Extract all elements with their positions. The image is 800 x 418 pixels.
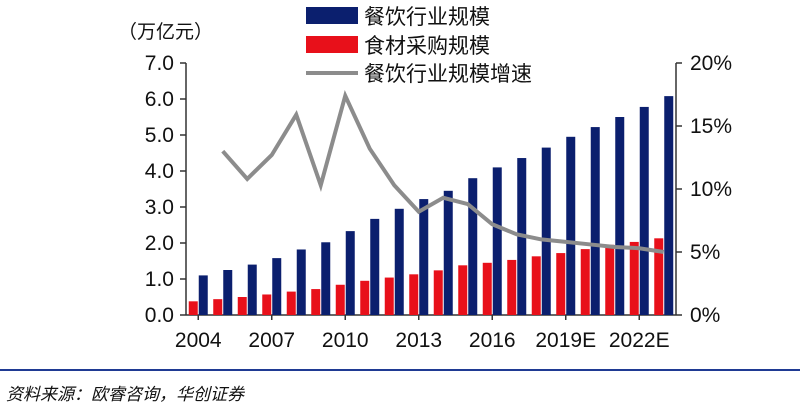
bar-ingredient-purchase [409, 274, 419, 315]
left-tick-label: 0.0 [145, 304, 174, 327]
x-tick-label: 2022E [609, 329, 670, 352]
bar-ingredient-purchase [654, 238, 664, 315]
bar-industry-scale [419, 199, 429, 315]
right-tick-label: 5% [690, 241, 720, 264]
bar-industry-scale [590, 127, 600, 315]
bar-industry-scale [223, 270, 233, 315]
bar-industry-scale [370, 218, 380, 315]
right-tick-label: 15% [690, 115, 732, 138]
bar-ingredient-purchase [580, 249, 590, 315]
legend-industry-label: 餐饮行业规模 [364, 5, 490, 29]
x-tick-label: 2010 [322, 329, 369, 352]
bar-industry-scale [664, 96, 674, 316]
left-tick-label: 4.0 [145, 160, 174, 183]
bar-industry-scale [198, 275, 208, 315]
x-tick-label: 2013 [395, 329, 442, 352]
bar-ingredient-purchase [384, 277, 394, 315]
bar-industry-scale [615, 117, 625, 315]
bar-ingredient-purchase [605, 244, 615, 315]
growth-rate-line [221, 89, 665, 254]
bar-ingredient-purchase [213, 299, 223, 315]
right-tick-label: 10% [690, 178, 732, 201]
bar-industry-scale [639, 106, 649, 315]
bar-ingredient-purchase [311, 289, 321, 315]
bar-ingredient-purchase [507, 259, 517, 315]
legend-industry-swatch [306, 7, 358, 24]
x-tick-label: 2016 [469, 329, 516, 352]
x-tick-label: 2004 [175, 329, 222, 352]
source-note: 资料来源：欧睿咨询，华创证券 [6, 385, 244, 405]
bar-ingredient-purchase [188, 301, 198, 315]
bar-industry-scale [541, 147, 551, 315]
tick-labels: 0.0 1.0 2.0 3.0 4.0 5.0 6.0 7.0 0% 5% 10% 15% 20% 200… [145, 52, 732, 352]
bar-industry-scale [394, 208, 404, 315]
bar-industry-scale [321, 242, 331, 315]
x-tick-label: 2019E [535, 329, 596, 352]
right-tick-label: 0% [690, 304, 720, 327]
bar-ingredient-purchase [629, 241, 639, 315]
left-tick-label: 3.0 [145, 196, 174, 219]
bar-industry-scale [492, 167, 502, 315]
legend-ingredient-label: 食材采购规模 [364, 34, 490, 58]
bar-industry-scale [272, 258, 282, 315]
bar-ingredient-purchase [335, 284, 345, 315]
left-tick-label: 1.0 [145, 268, 174, 291]
bar-ingredient-purchase [237, 297, 247, 315]
right-tick-label: 20% [690, 52, 732, 75]
bar-ingredient-purchase [360, 280, 370, 315]
left-tick-label: 5.0 [145, 124, 174, 147]
x-tick-label: 2007 [248, 329, 295, 352]
bar-ingredient-purchase [556, 253, 566, 315]
left-tick-label: 2.0 [145, 232, 174, 255]
legend-ingredient-swatch [306, 36, 358, 53]
left-tick-label: 7.0 [145, 52, 174, 75]
y-axis-unit-label: （万亿元） [118, 21, 213, 43]
bar-ingredient-purchase [262, 294, 272, 315]
bar-industry-scale [443, 190, 453, 315]
bar-ingredient-purchase [482, 262, 492, 315]
bar-industry-scale [468, 178, 478, 315]
source-divider [0, 369, 800, 371]
bar-industry-scale [247, 264, 257, 315]
bar-ingredient-purchase [531, 256, 541, 315]
legend-growth-label: 餐饮行业规模增速 [364, 62, 532, 86]
left-tick-label: 6.0 [145, 88, 174, 111]
bar-ingredient-purchase [433, 270, 443, 315]
growth-line-layer [221, 89, 665, 254]
bar-industry-scale [566, 136, 576, 315]
bar-industry-scale [345, 231, 355, 315]
bar-industry-scale [296, 249, 306, 315]
bar-ingredient-purchase [286, 291, 296, 315]
bar-ingredient-purchase [458, 265, 468, 315]
